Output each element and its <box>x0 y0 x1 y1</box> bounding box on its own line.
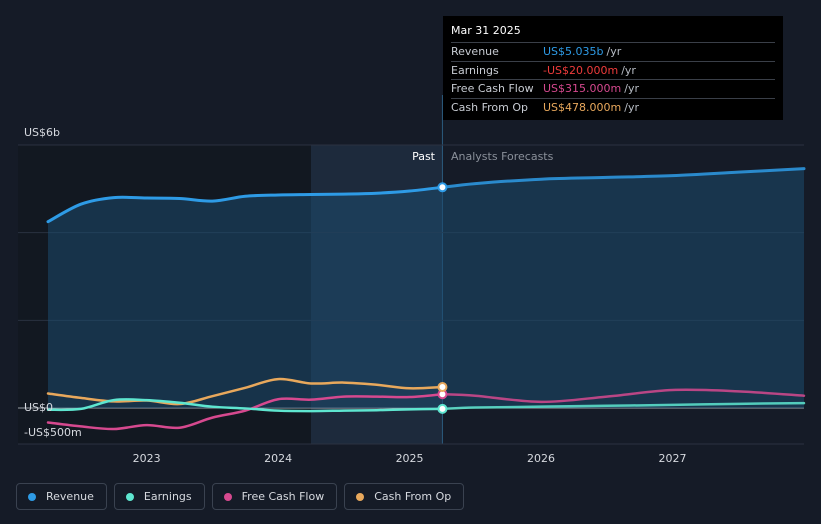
tooltip-row-label: Free Cash Flow <box>451 82 534 95</box>
y-axis-bottom-label: -US$500m <box>24 426 82 439</box>
x-tick-label: 2027 <box>659 452 687 465</box>
tooltip-row-label: Earnings <box>451 63 499 77</box>
legend-dot-icon <box>356 492 365 501</box>
tooltip-row-label: Cash From Op <box>451 100 529 114</box>
legend-dot-icon <box>28 492 36 501</box>
tooltip-date: Mar 31 2025 <box>451 24 521 37</box>
legend: Revenue Earnings Free Cash Flow Cash From O… <box>16 483 465 510</box>
tooltip-row: Revenue US$5.035b/yr <box>451 42 775 61</box>
earnings-forecast-line <box>441 401 806 411</box>
x-tick-label: 2026 <box>527 452 555 465</box>
tooltip-row-unit: /yr <box>624 82 639 95</box>
y-axis-top-label: US$6b <box>24 126 60 139</box>
legend-label: Revenue <box>46 490 94 503</box>
legend-dot-icon <box>223 492 232 501</box>
tooltip-row-value: US$478.000m <box>543 100 622 114</box>
forecast-label: Analysts Forecasts <box>451 150 554 163</box>
legend-label: Cash From Op <box>374 490 452 503</box>
tooltip-row-unit: /yr <box>624 100 639 114</box>
y-axis-zero-label: US$0 <box>24 401 53 414</box>
earnings-marker <box>437 403 448 414</box>
legend-dot-icon <box>125 492 134 501</box>
cash-from-op-marker <box>437 382 448 393</box>
tooltip-row-label: Revenue <box>451 45 499 58</box>
legend-item-revenue[interactable]: Revenue <box>16 483 107 510</box>
revenue-forecast-line <box>440 167 806 189</box>
cash-from-op-line <box>46 377 444 406</box>
tooltip-row-value: US$315.000m <box>543 82 622 95</box>
legend-item-cash-from-op[interactable]: Cash From Op <box>344 483 465 510</box>
tooltip: Mar 31 2025 Revenue US$5.035b/yr Earnings -… <box>443 16 783 120</box>
legend-item-earnings[interactable]: Earnings <box>113 483 205 510</box>
free-cash-flow-forecast-line <box>441 388 806 404</box>
tooltip-row-unit: /yr <box>621 63 636 77</box>
tooltip-row-value: -US$20.000m <box>543 63 619 77</box>
earnings-line <box>46 398 444 413</box>
tooltip-row: Free Cash Flow US$315.000m/yr <box>451 79 775 98</box>
revenue-area <box>48 168 804 408</box>
tooltip-row-value: US$5.035b <box>543 45 604 58</box>
revenue-line <box>46 185 444 224</box>
x-tick-label: 2024 <box>264 452 292 465</box>
tooltip-row-unit: /yr <box>606 45 622 58</box>
legend-label: Free Cash Flow <box>241 490 325 503</box>
revenue-marker <box>437 182 448 193</box>
free-cash-flow-line <box>46 392 444 431</box>
tooltip-row: Earnings -US$20.000m/yr <box>451 60 775 80</box>
x-tick-label: 2025 <box>396 452 424 465</box>
tooltip-row: Cash From Op US$478.000m/yr <box>451 97 775 117</box>
legend-item-free-cash-flow[interactable]: Free Cash Flow <box>211 483 338 510</box>
past-label: Past <box>412 150 436 163</box>
x-tick-label: 2023 <box>133 452 161 465</box>
legend-label: Earnings <box>143 490 192 503</box>
